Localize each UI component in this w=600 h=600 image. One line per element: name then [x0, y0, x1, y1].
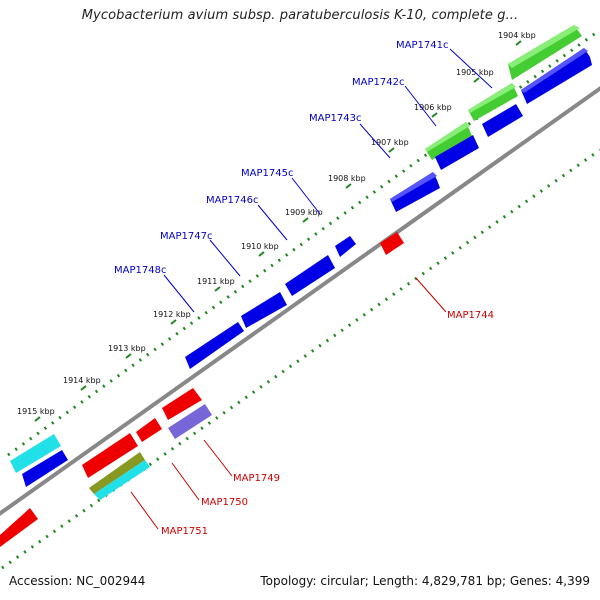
- genome-info-text: Topology: circular; Length: 4,829,781 bp…: [260, 574, 590, 588]
- ruler-tick-mark: [345, 183, 352, 189]
- ruler-tick-mark: [431, 112, 438, 118]
- accession-text: Accession: NC_002944: [9, 574, 146, 588]
- forward-genes-track: [10, 25, 592, 487]
- gene-map1748c[interactable]: [390, 172, 440, 212]
- gene-fwd-e[interactable]: [22, 450, 68, 487]
- ruler-tick-mark: [473, 77, 480, 83]
- genome-backbone: [0, 86, 600, 516]
- gene-map1750[interactable]: [136, 418, 162, 442]
- ruler-tick-mark: [515, 40, 522, 46]
- gene-label-map1742c[interactable]: MAP1742c: [352, 77, 404, 88]
- gene-fwd-c[interactable]: [241, 292, 287, 328]
- gene-olive[interactable]: [89, 452, 145, 494]
- gene-label-map1745c[interactable]: MAP1745c: [241, 168, 293, 179]
- gene-map1746c[interactable]: [482, 104, 523, 137]
- gene-cyan-inner[interactable]: [94, 460, 150, 500]
- gene-cyan-outer[interactable]: [10, 434, 61, 473]
- gene-map1744[interactable]: [380, 232, 404, 255]
- ruler-tick-label: 1911 kbp: [197, 277, 235, 286]
- gene-labels: MAP1741c MAP1742c MAP1743c MAP1745c MAP1746c…: [114, 40, 494, 537]
- gene-label-map1746c[interactable]: MAP1746c: [206, 195, 258, 206]
- map-title: Mycobacterium avium subsp. paratuberculo…: [81, 8, 519, 23]
- gene-fwd-b[interactable]: [285, 255, 335, 296]
- gene-map1751[interactable]: [82, 433, 138, 478]
- gene-label-map1749[interactable]: MAP1749: [233, 473, 280, 484]
- ruler-tick-mark: [214, 286, 221, 292]
- gene-label-map1744[interactable]: MAP1744: [447, 310, 494, 321]
- ruler-tick-label: 1915 kbp: [17, 407, 55, 416]
- gene-map1747c[interactable]: [435, 135, 479, 170]
- gene-map1743c[interactable]: [425, 122, 472, 160]
- callout-lines: [130, 48, 493, 530]
- ruler-tick-mark: [125, 353, 132, 359]
- ruler-tick-label: 1904 kbp: [498, 31, 536, 40]
- ruler-tick-mark: [170, 319, 177, 325]
- gene-fwd-a[interactable]: [335, 236, 356, 257]
- gene-label-map1747c[interactable]: MAP1747c: [160, 231, 212, 242]
- ruler-tick-label: 1908 kbp: [328, 174, 366, 183]
- ruler-tick-label: 1906 kbp: [414, 103, 452, 112]
- gene-rev-b[interactable]: [0, 508, 38, 547]
- ruler-tick-label: 1910 kbp: [241, 242, 279, 251]
- ruler-tick-mark: [388, 147, 395, 153]
- gene-label-map1743c[interactable]: MAP1743c: [309, 113, 361, 124]
- gene-map1749[interactable]: [168, 404, 212, 439]
- gene-fwd-d[interactable]: [185, 322, 244, 369]
- ruler-tick-label: 1914 kbp: [63, 376, 101, 385]
- reverse-genes-track: [0, 232, 404, 547]
- gene-label-map1748c[interactable]: MAP1748c: [114, 265, 166, 276]
- gene-label-map1741c[interactable]: MAP1741c: [396, 40, 448, 51]
- gene-label-map1751[interactable]: MAP1751: [161, 526, 208, 537]
- ruler-tick-label: 1913 kbp: [108, 344, 146, 353]
- ruler-tick-label: 1912 kbp: [153, 310, 191, 319]
- gene-label-map1750[interactable]: MAP1750: [201, 497, 248, 508]
- ruler-tick-mark: [80, 385, 87, 391]
- ruler-tick-mark: [302, 217, 309, 223]
- gene-map1742c[interactable]: [468, 83, 518, 121]
- ruler-tick-mark: [34, 416, 41, 422]
- ruler-tick-mark: [258, 251, 265, 257]
- gene-rev-a[interactable]: [162, 388, 202, 420]
- gene-map1745c[interactable]: [521, 48, 592, 104]
- ruler-tick-label: 1907 kbp: [371, 138, 409, 147]
- gene-map1741c[interactable]: [508, 25, 582, 80]
- ruler-tick-label: 1909 kbp: [285, 208, 323, 217]
